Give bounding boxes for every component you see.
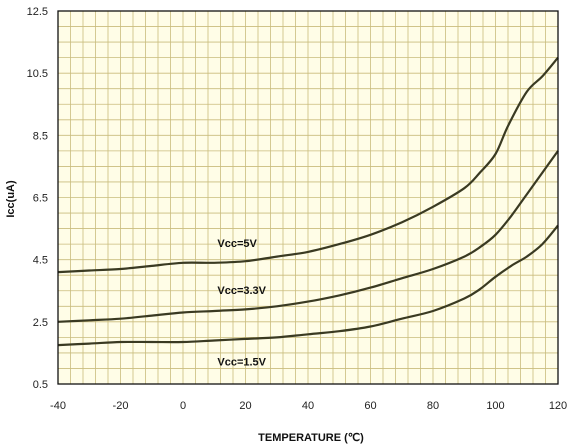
y-tick-label: 8.5	[33, 130, 48, 142]
x-tick-label: 0	[180, 400, 186, 412]
curve-label: Vcc=3.3V	[217, 285, 266, 297]
series-line-3	[57, 224, 559, 347]
curve-label: Vcc=1.5V	[217, 356, 266, 368]
plot-frame	[57, 10, 559, 385]
x-tick-label: 120	[549, 400, 567, 412]
grid	[57, 10, 559, 385]
y-tick-label: 2.5	[33, 317, 48, 329]
x-axis-title: TEMPERATURE (℃)	[258, 432, 364, 444]
x-tick-label: -20	[113, 400, 129, 412]
x-tick-labels: -40 -20 0 20 40 60 80 100 120	[50, 400, 567, 412]
y-tick-label: 6.5	[33, 193, 48, 205]
x-tick-label: 40	[302, 400, 314, 412]
x-tick-label: 100	[486, 400, 504, 412]
x-tick-label: 20	[239, 400, 251, 412]
x-tick-label: 60	[364, 400, 376, 412]
y-tick-label: 0.5	[33, 379, 48, 391]
y-tick-labels: 0.5 2.5 4.5 6.5 8.5 10.5 12.5	[27, 6, 48, 391]
y-tick-label: 10.5	[27, 68, 48, 80]
curve-annotations: Vcc=5V Vcc=3.3V Vcc=1.5V	[217, 238, 266, 368]
y-tick-label: 4.5	[33, 255, 48, 267]
curve-label: Vcc=5V	[217, 238, 257, 250]
y-axis-title: Icc(uA)	[5, 180, 17, 218]
series-line-1	[57, 56, 559, 274]
x-tick-label: -40	[50, 400, 66, 412]
series-line-2	[57, 150, 559, 323]
curves	[57, 56, 559, 347]
y-tick-label: 12.5	[27, 6, 48, 18]
x-tick-label: 80	[427, 400, 439, 412]
